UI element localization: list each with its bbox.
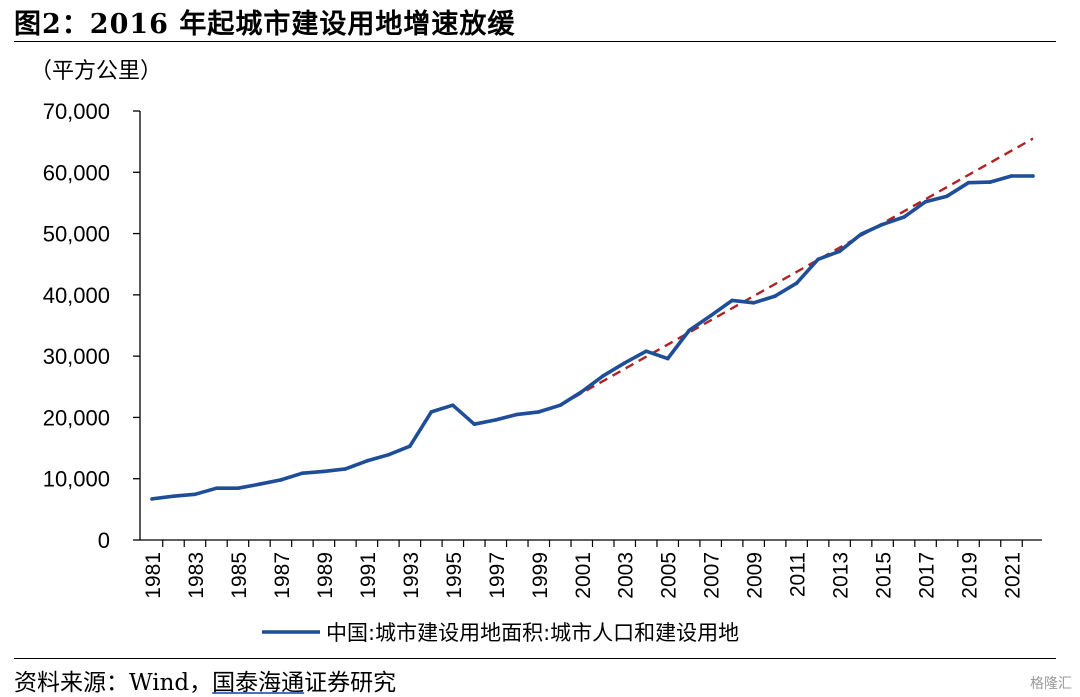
- data-point: [687, 328, 691, 333]
- data-point: [1031, 174, 1035, 178]
- source-underlined-text: 国泰海通: [212, 670, 305, 696]
- x-tick-label: 1995: [443, 552, 466, 599]
- data-point: [515, 412, 520, 417]
- legend: 中国:城市建设用地面积:城市人口和建设用地: [262, 621, 739, 645]
- y-axis-unit-label: （平方公里）: [30, 59, 162, 84]
- data-point: [536, 410, 541, 414]
- y-tick-label: 40,000: [43, 283, 110, 308]
- legend-label: 中国:城市建设用地面积:城市人口和建设用地: [326, 621, 739, 645]
- x-tick-label: 2013: [830, 552, 853, 599]
- data-point: [966, 180, 971, 185]
- data-point: [214, 486, 219, 491]
- x-tick-label: 2011: [787, 552, 810, 597]
- x-tick-label: 1985: [228, 552, 251, 599]
- x-tick-label: 1999: [529, 552, 552, 599]
- data-point: [816, 257, 820, 262]
- y-tick-label: 60,000: [43, 160, 110, 185]
- x-tick-label: 2017: [916, 552, 939, 599]
- data-point: [429, 410, 434, 414]
- y-tick-label: 50,000: [43, 222, 110, 247]
- data-point: [257, 482, 262, 487]
- data-point: [279, 478, 283, 482]
- data-point: [494, 418, 498, 422]
- data-point: [171, 494, 176, 498]
- y-tick-label: 10,000: [43, 467, 110, 492]
- data-point: [343, 467, 348, 471]
- data-point: [923, 199, 928, 204]
- x-tick-label: 1993: [400, 552, 423, 599]
- data-point: [730, 298, 734, 303]
- trend-line: [559, 137, 1034, 407]
- title-divider: [14, 41, 1056, 42]
- data-point: [365, 459, 369, 463]
- y-tick-label: 0: [98, 528, 110, 553]
- data-point: [322, 469, 326, 474]
- data-point: [236, 486, 240, 491]
- data-point: [472, 422, 477, 426]
- x-tick-label: 1991: [357, 552, 380, 599]
- figure-title: 图2：2016 年起城市建设用地增速放缓: [14, 9, 516, 40]
- y-axis-ticks: 0 10,000 20,000 30,000 40,000 50,000 60,000 70,…: [43, 99, 140, 553]
- data-point: [622, 361, 627, 365]
- data-point: [644, 349, 649, 354]
- y-tick-label: 70,000: [43, 99, 110, 124]
- data-point: [601, 373, 606, 378]
- series-line-urban-construction-land: [151, 174, 1033, 501]
- watermark-logo: 格隆汇: [1030, 676, 1072, 692]
- data-point: [945, 194, 949, 198]
- y-tick-label: 20,000: [43, 405, 110, 430]
- series-points: [150, 174, 1035, 501]
- data-point: [880, 222, 885, 227]
- data-point: [751, 301, 756, 305]
- x-tick-label: 2009: [744, 552, 767, 599]
- x-tick-label: 1989: [314, 552, 337, 599]
- x-tick-label: 1987: [271, 552, 294, 599]
- data-point: [902, 215, 906, 219]
- x-tick-label: 2019: [959, 552, 982, 599]
- data-point: [708, 313, 713, 318]
- data-point: [451, 403, 455, 407]
- data-point: [837, 249, 842, 254]
- x-tick-label: 2003: [615, 552, 638, 599]
- source-divider: [14, 658, 1056, 659]
- data-point: [859, 232, 863, 236]
- source-prefix: 资料来源：Wind，: [14, 670, 213, 696]
- data-point: [300, 471, 305, 475]
- x-tick-label: 2007: [701, 552, 724, 599]
- data-point: [1009, 174, 1014, 178]
- data-point: [558, 403, 563, 407]
- x-tick-label: 2001: [572, 552, 595, 599]
- x-tick-label: 1981: [142, 552, 165, 599]
- x-axis-ticks: 1981 1983 1985 1987 1989 1991 1993 1995 1997 1999…: [142, 540, 1025, 599]
- x-tick-label: 2005: [658, 552, 681, 599]
- x-tick-label: 1997: [486, 552, 509, 599]
- data-point: [408, 444, 412, 449]
- data-point: [773, 294, 777, 298]
- data-point: [150, 497, 154, 501]
- data-point: [988, 180, 992, 184]
- data-point: [665, 356, 670, 361]
- data-point: [579, 389, 584, 394]
- x-tick-label: 2021: [1002, 552, 1025, 599]
- source-note: 资料来源：Wind，国泰海通证券研究: [14, 663, 396, 697]
- x-tick-label: 1983: [185, 552, 208, 599]
- y-tick-label: 30,000: [43, 344, 110, 369]
- data-point: [794, 281, 799, 286]
- x-tick-label: 2015: [873, 552, 896, 599]
- data-point: [386, 453, 391, 457]
- source-suffix: 证券研究: [304, 670, 397, 696]
- data-point: [193, 492, 197, 497]
